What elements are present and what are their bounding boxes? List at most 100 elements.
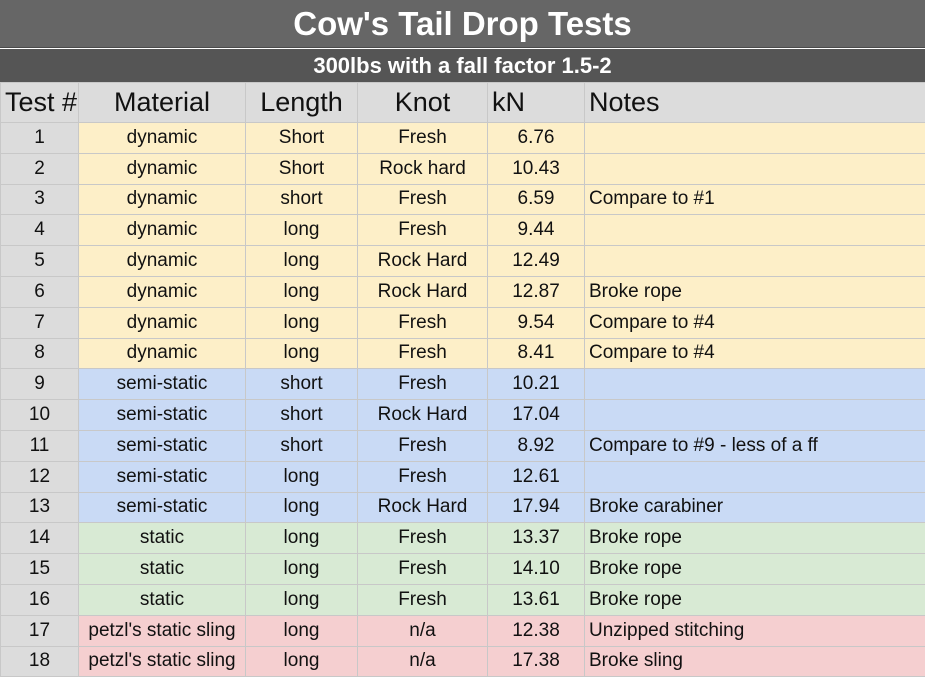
- cell-material[interactable]: semi-static: [79, 492, 246, 523]
- cell-kn[interactable]: 17.04: [488, 400, 585, 431]
- cell-material[interactable]: semi-static: [79, 369, 246, 400]
- cell-notes[interactable]: Compare to #4: [585, 307, 925, 338]
- cell-kn[interactable]: 12.49: [488, 246, 585, 277]
- cell-notes[interactable]: [585, 246, 925, 277]
- cell-notes[interactable]: Compare to #1: [585, 184, 925, 215]
- cell-material[interactable]: static: [79, 554, 246, 585]
- cell-kn[interactable]: 10.43: [488, 153, 585, 184]
- cell-notes[interactable]: [585, 123, 925, 154]
- cell-knot[interactable]: n/a: [358, 615, 488, 646]
- cell-notes[interactable]: [585, 153, 925, 184]
- cell-test-number[interactable]: 15: [1, 554, 79, 585]
- cell-test-number[interactable]: 14: [1, 523, 79, 554]
- cell-length[interactable]: short: [246, 400, 358, 431]
- cell-material[interactable]: petzl's static sling: [79, 646, 246, 677]
- cell-kn[interactable]: 8.92: [488, 430, 585, 461]
- cell-length[interactable]: short: [246, 184, 358, 215]
- cell-kn[interactable]: 13.37: [488, 523, 585, 554]
- cell-knot[interactable]: Rock Hard: [358, 246, 488, 277]
- cell-notes[interactable]: Unzipped stitching: [585, 615, 925, 646]
- cell-material[interactable]: semi-static: [79, 430, 246, 461]
- cell-kn[interactable]: 17.94: [488, 492, 585, 523]
- cell-material[interactable]: dynamic: [79, 338, 246, 369]
- cell-material[interactable]: dynamic: [79, 153, 246, 184]
- cell-knot[interactable]: Fresh: [358, 338, 488, 369]
- cell-test-number[interactable]: 17: [1, 615, 79, 646]
- cell-length[interactable]: long: [246, 492, 358, 523]
- cell-material[interactable]: dynamic: [79, 307, 246, 338]
- cell-length[interactable]: long: [246, 276, 358, 307]
- cell-material[interactable]: dynamic: [79, 184, 246, 215]
- cell-knot[interactable]: Fresh: [358, 584, 488, 615]
- cell-kn[interactable]: 12.38: [488, 615, 585, 646]
- cell-knot[interactable]: Rock Hard: [358, 400, 488, 431]
- cell-test-number[interactable]: 9: [1, 369, 79, 400]
- cell-test-number[interactable]: 2: [1, 153, 79, 184]
- cell-test-number[interactable]: 3: [1, 184, 79, 215]
- cell-length[interactable]: long: [246, 584, 358, 615]
- cell-kn[interactable]: 8.41: [488, 338, 585, 369]
- cell-knot[interactable]: Fresh: [358, 123, 488, 154]
- cell-notes[interactable]: Broke carabiner: [585, 492, 925, 523]
- cell-notes[interactable]: Broke sling: [585, 646, 925, 677]
- cell-knot[interactable]: Fresh: [358, 184, 488, 215]
- cell-length[interactable]: long: [246, 246, 358, 277]
- cell-kn[interactable]: 9.44: [488, 215, 585, 246]
- cell-kn[interactable]: 9.54: [488, 307, 585, 338]
- cell-notes[interactable]: Broke rope: [585, 523, 925, 554]
- cell-length[interactable]: long: [246, 338, 358, 369]
- header-knot[interactable]: Knot: [358, 83, 488, 123]
- cell-test-number[interactable]: 10: [1, 400, 79, 431]
- cell-test-number[interactable]: 7: [1, 307, 79, 338]
- cell-notes[interactable]: Broke rope: [585, 584, 925, 615]
- cell-kn[interactable]: 14.10: [488, 554, 585, 585]
- cell-test-number[interactable]: 13: [1, 492, 79, 523]
- cell-knot[interactable]: Rock Hard: [358, 492, 488, 523]
- cell-knot[interactable]: Fresh: [358, 461, 488, 492]
- cell-knot[interactable]: Fresh: [358, 430, 488, 461]
- cell-test-number[interactable]: 12: [1, 461, 79, 492]
- header-kn[interactable]: kN: [488, 83, 585, 123]
- cell-length[interactable]: long: [246, 523, 358, 554]
- cell-material[interactable]: dynamic: [79, 123, 246, 154]
- cell-length[interactable]: long: [246, 646, 358, 677]
- cell-material[interactable]: dynamic: [79, 276, 246, 307]
- cell-knot[interactable]: Fresh: [358, 554, 488, 585]
- cell-length[interactable]: short: [246, 369, 358, 400]
- cell-kn[interactable]: 17.38: [488, 646, 585, 677]
- cell-length[interactable]: Short: [246, 123, 358, 154]
- header-test-number[interactable]: Test #: [1, 83, 79, 123]
- cell-knot[interactable]: Rock hard: [358, 153, 488, 184]
- cell-kn[interactable]: 10.21: [488, 369, 585, 400]
- cell-material[interactable]: static: [79, 523, 246, 554]
- cell-notes[interactable]: Compare to #9 - less of a ff: [585, 430, 925, 461]
- cell-length[interactable]: short: [246, 430, 358, 461]
- cell-notes[interactable]: [585, 461, 925, 492]
- cell-kn[interactable]: 13.61: [488, 584, 585, 615]
- cell-length[interactable]: long: [246, 215, 358, 246]
- cell-notes[interactable]: Compare to #4: [585, 338, 925, 369]
- cell-material[interactable]: dynamic: [79, 246, 246, 277]
- cell-notes[interactable]: Broke rope: [585, 554, 925, 585]
- cell-length[interactable]: long: [246, 461, 358, 492]
- header-material[interactable]: Material: [79, 83, 246, 123]
- cell-test-number[interactable]: 8: [1, 338, 79, 369]
- cell-knot[interactable]: n/a: [358, 646, 488, 677]
- header-notes[interactable]: Notes: [585, 83, 925, 123]
- cell-test-number[interactable]: 18: [1, 646, 79, 677]
- cell-notes[interactable]: Broke rope: [585, 276, 925, 307]
- cell-length[interactable]: Short: [246, 153, 358, 184]
- cell-notes[interactable]: [585, 369, 925, 400]
- cell-material[interactable]: static: [79, 584, 246, 615]
- cell-material[interactable]: semi-static: [79, 461, 246, 492]
- cell-length[interactable]: long: [246, 307, 358, 338]
- cell-kn[interactable]: 12.87: [488, 276, 585, 307]
- cell-length[interactable]: long: [246, 554, 358, 585]
- cell-test-number[interactable]: 5: [1, 246, 79, 277]
- cell-notes[interactable]: [585, 215, 925, 246]
- cell-knot[interactable]: Fresh: [358, 307, 488, 338]
- header-length[interactable]: Length: [246, 83, 358, 123]
- cell-material[interactable]: dynamic: [79, 215, 246, 246]
- cell-knot[interactable]: Fresh: [358, 215, 488, 246]
- cell-test-number[interactable]: 1: [1, 123, 79, 154]
